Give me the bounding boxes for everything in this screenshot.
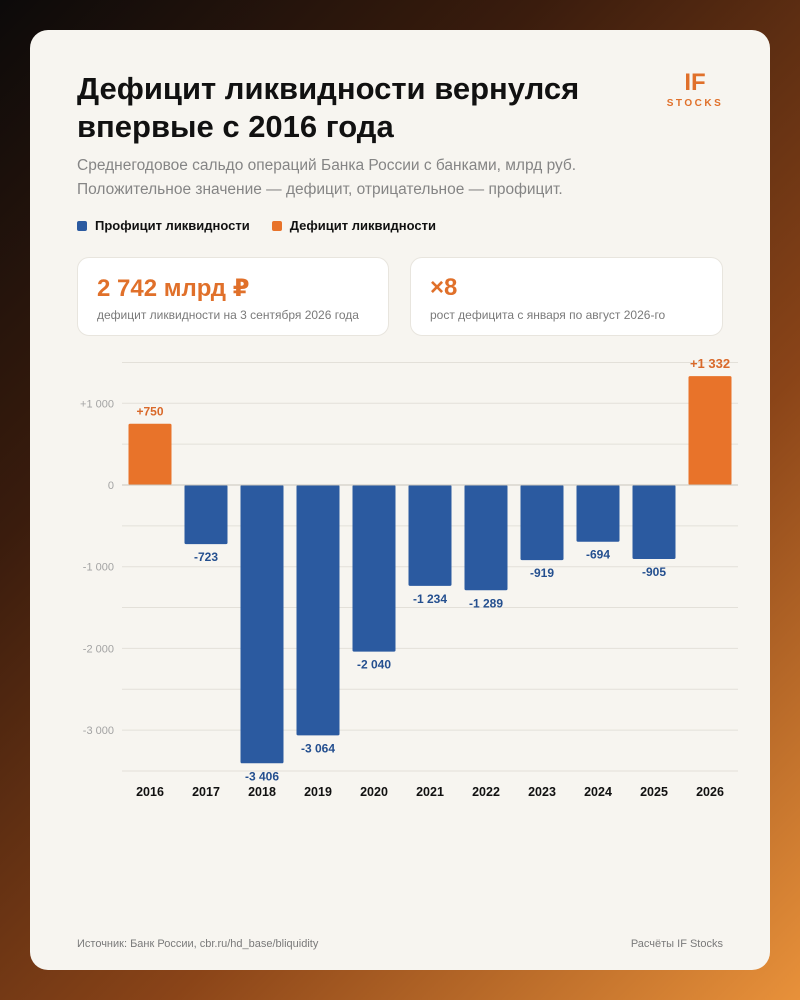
data-label-2025: -905 (642, 565, 666, 579)
brand-logo-main: IF (684, 69, 706, 96)
brand-logo-sub: STOCKS (666, 98, 724, 109)
stat-value: 2 742 млрд ₽ (97, 275, 250, 302)
bar-2019 (296, 485, 340, 736)
page-title: Дефицит ликвидности вернулся впервые с 2… (77, 70, 637, 146)
legend-label-surplus: Профицит ликвидности (95, 218, 250, 233)
bar-2023 (520, 485, 564, 561)
title-line-1: Дефицит ликвидности вернулся (77, 71, 580, 106)
x-tick-label: 2023 (528, 785, 556, 799)
bar-2026 (688, 376, 732, 485)
x-tick-label: 2017 (192, 785, 220, 799)
data-label-2022: -1 289 (469, 596, 503, 610)
data-label-2026: +1 332 (690, 356, 730, 371)
bar-2022 (464, 485, 508, 591)
bar-2020 (352, 485, 396, 652)
data-label-2023: -919 (530, 566, 554, 580)
legend-swatch-deficit (271, 220, 282, 231)
stat-label: дефицит ликвидности на 3 сентября 2026 г… (97, 308, 359, 322)
x-tick-label: 2022 (472, 785, 500, 799)
bar-2025 (632, 485, 676, 559)
stat-label: рост дефицита с января по август 2026-го (430, 308, 666, 322)
data-label-2019: -3 064 (301, 741, 335, 755)
legend-label-deficit: Дефицит ликвидности (289, 218, 436, 233)
x-tick-label: 2024 (584, 785, 612, 799)
x-tick-label: 2021 (416, 785, 444, 799)
bar-2024 (576, 485, 620, 542)
x-tick-label: 2025 (640, 785, 668, 799)
y-tick-label: -3 000 (83, 725, 114, 737)
credit-note: Расчёты IF Stocks (630, 938, 723, 950)
chart-legend: Профицит ликвидности Дефицит ликвидности (77, 218, 436, 233)
legend-item-deficit: Дефицит ликвидности (271, 218, 436, 233)
subtitle: Среднегодовое сальдо операций Банка Росс… (77, 154, 717, 202)
stat-value: ×8 (430, 274, 458, 301)
bar-2018 (240, 485, 284, 764)
y-tick-label: -2 000 (83, 643, 114, 655)
data-label-2021: -1 234 (413, 592, 447, 606)
data-label-2016: +750 (136, 405, 163, 419)
title-line-2: впервые с 2016 года (77, 109, 394, 144)
stat-card-deficit-growth: ×8 рост дефицита с января по август 2026… (410, 257, 723, 336)
y-tick-label: 0 (108, 480, 114, 492)
bar-2017 (184, 485, 228, 545)
x-tick-label: 2018 (248, 785, 276, 799)
y-tick-label: +1 000 (80, 398, 114, 410)
x-tick-label: 2019 (304, 785, 332, 799)
x-tick-label: 2020 (360, 785, 388, 799)
subtitle-line-2: Положительное значение — дефицит, отрица… (77, 181, 563, 198)
infographic-card: Дефицит ликвидности вернулся впервые с 2… (30, 30, 770, 970)
data-label-2017: -723 (194, 550, 218, 564)
bar-2021 (408, 485, 452, 586)
bar-chart: +1 000 0 -1 000 -2 000 -3 000 +750 2016 -723 201… (80, 356, 738, 799)
subtitle-line-1: Среднегодовое сальдо операций Банка Росс… (77, 157, 577, 174)
stat-card-deficit-amount: 2 742 млрд ₽ дефицит ликвидности на 3 се… (77, 257, 389, 336)
legend-item-surplus: Профицит ликвидности (77, 218, 250, 233)
y-tick-label: -1 000 (83, 562, 114, 574)
data-label-2018: -3 406 (245, 769, 279, 783)
data-label-2020: -2 040 (357, 658, 391, 672)
source-note: Источник: Банк России, cbr.ru/hd_base/bl… (77, 938, 319, 950)
x-tick-label: 2016 (136, 785, 164, 799)
brand-logo: IF STOCKS (660, 69, 730, 110)
bar-2016 (128, 423, 172, 485)
data-label-2024: -694 (586, 548, 610, 562)
legend-swatch-surplus (77, 220, 87, 231)
x-tick-label: 2026 (696, 785, 724, 799)
